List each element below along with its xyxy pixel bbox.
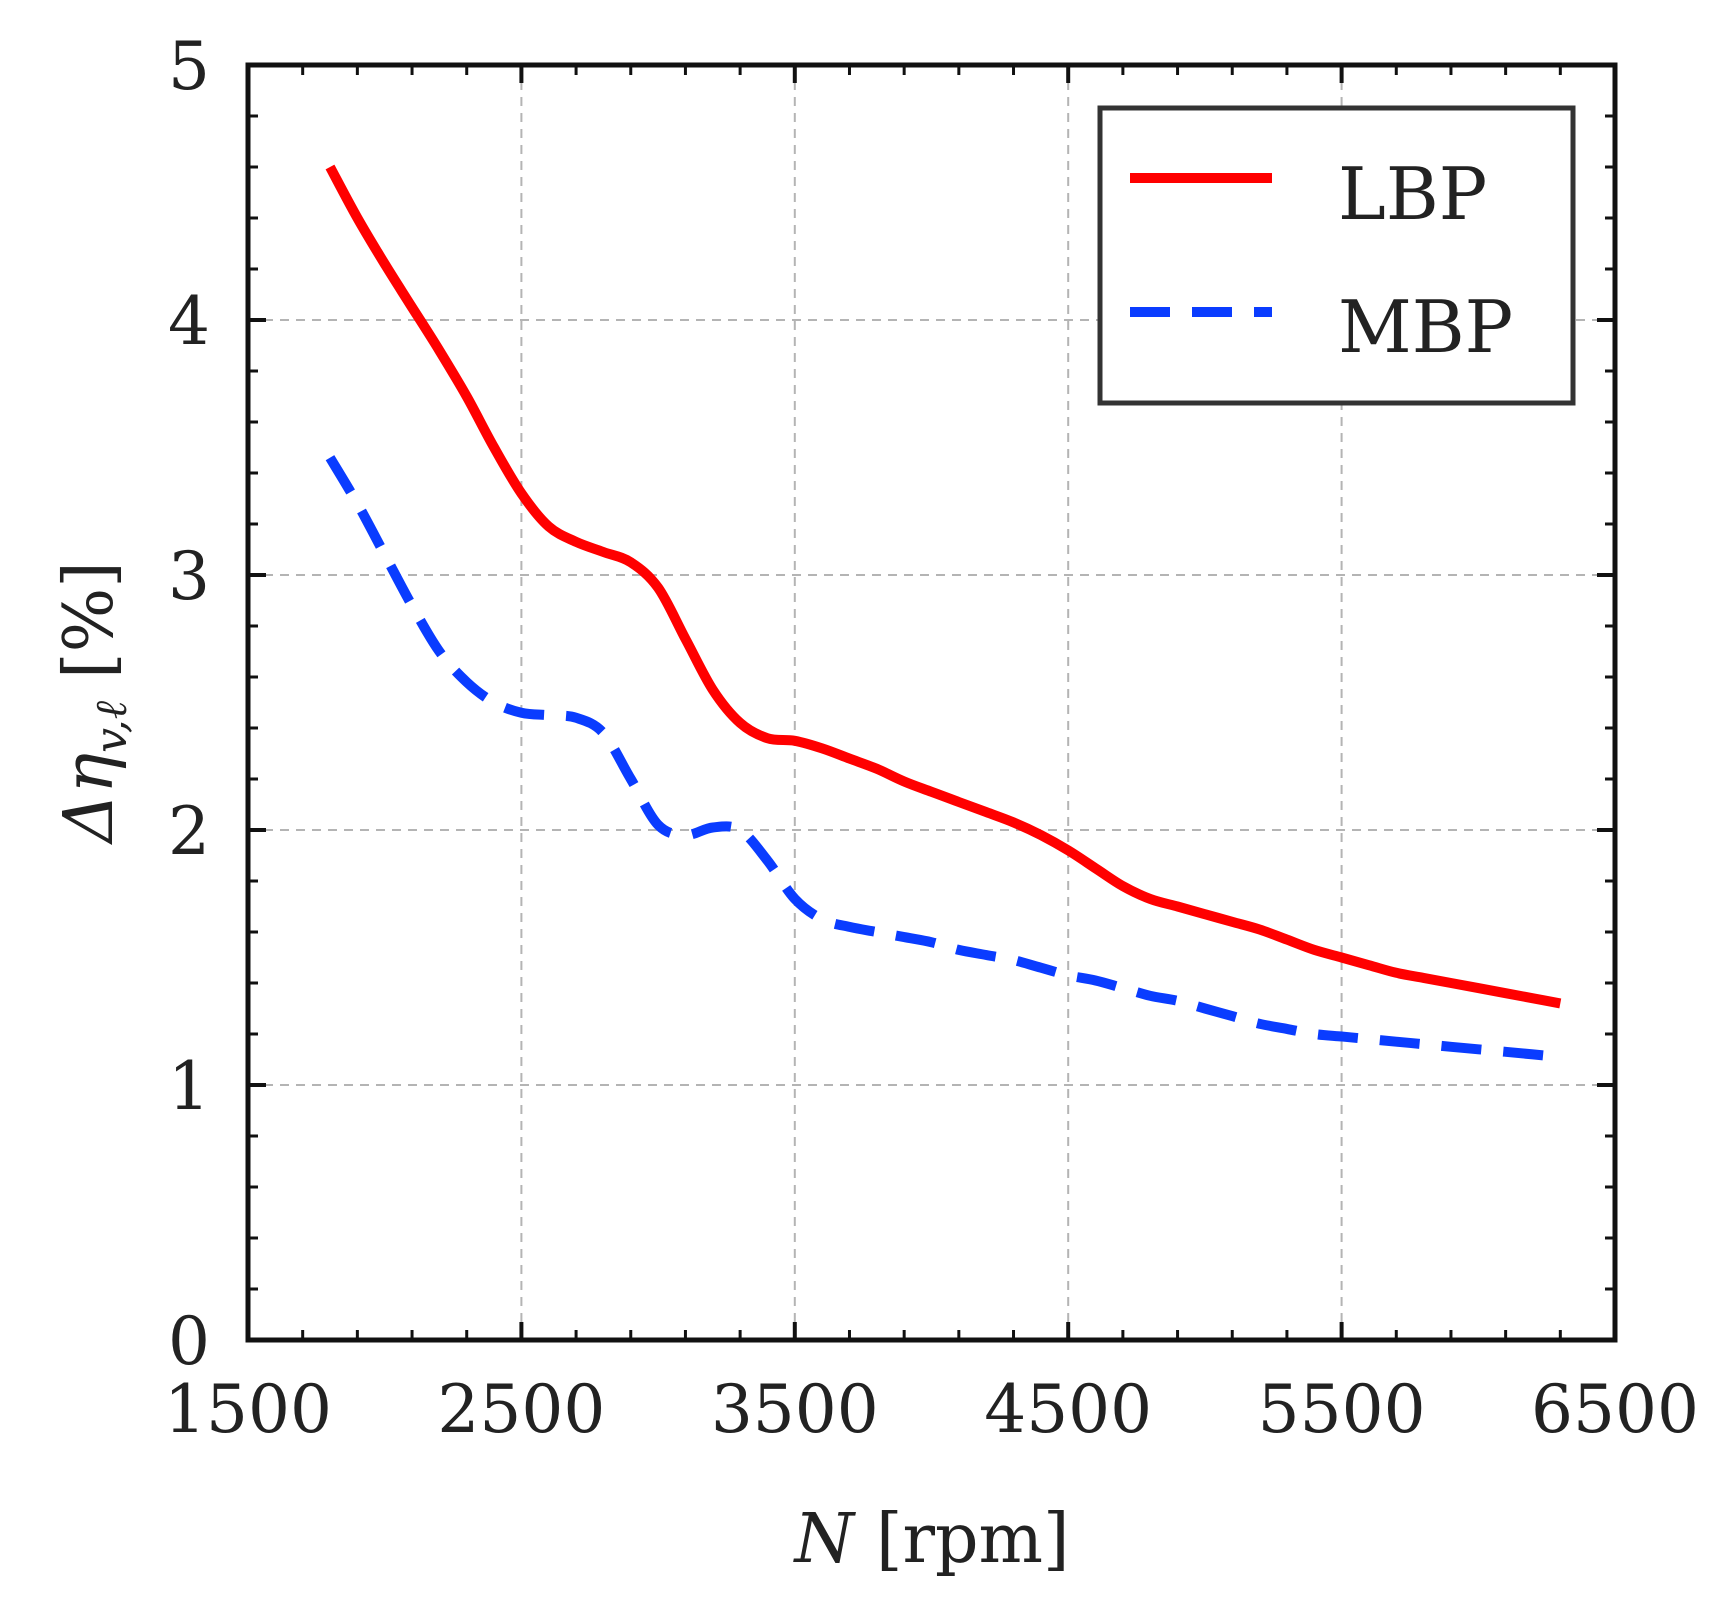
y-tick-label: 2 — [168, 793, 210, 870]
tick-labels: 1500 2500 3500 4500 5500 6500 0 1 2 3 4 5 — [164, 28, 1699, 1448]
series-layer — [325, 164, 1562, 1062]
y-axis-label: Δηv,ℓ [%] — [50, 561, 137, 845]
x-tick-label: 2500 — [437, 1371, 605, 1448]
x-tick-label: 3500 — [711, 1371, 879, 1448]
y-axis-subscript: v,ℓ — [86, 700, 137, 753]
x-axis-var: N — [792, 1500, 856, 1579]
x-tick-label: 4500 — [984, 1371, 1152, 1448]
axis-ticks — [246, 63, 1617, 1342]
y-tick-label: 4 — [168, 283, 210, 360]
legend-box — [1097, 105, 1576, 406]
x-axis-label: N [rpm] — [792, 1500, 1069, 1579]
x-tick-label: 6500 — [1531, 1371, 1699, 1448]
y-tick-label: 3 — [168, 538, 210, 615]
x-tick-label: 1500 — [164, 1371, 332, 1448]
y-tick-label: 1 — [168, 1048, 210, 1125]
legend-label-mbp: MBP — [1338, 285, 1513, 369]
x-tick-label: 5500 — [1258, 1371, 1426, 1448]
y-axis-symbol: Δη — [50, 753, 129, 846]
y-axis-unit: [%] — [50, 561, 129, 679]
series-line-lbp — [325, 164, 1562, 1009]
series-line-mbp — [325, 455, 1561, 1062]
x-axis-unit: [rpm] — [876, 1500, 1070, 1579]
legend: LBP MBP — [1097, 105, 1576, 406]
y-tick-label: 0 — [168, 1303, 210, 1380]
y-tick-label: 5 — [168, 28, 210, 105]
legend-label-lbp: LBP — [1338, 152, 1487, 236]
plot-frame — [245, 62, 1618, 1343]
